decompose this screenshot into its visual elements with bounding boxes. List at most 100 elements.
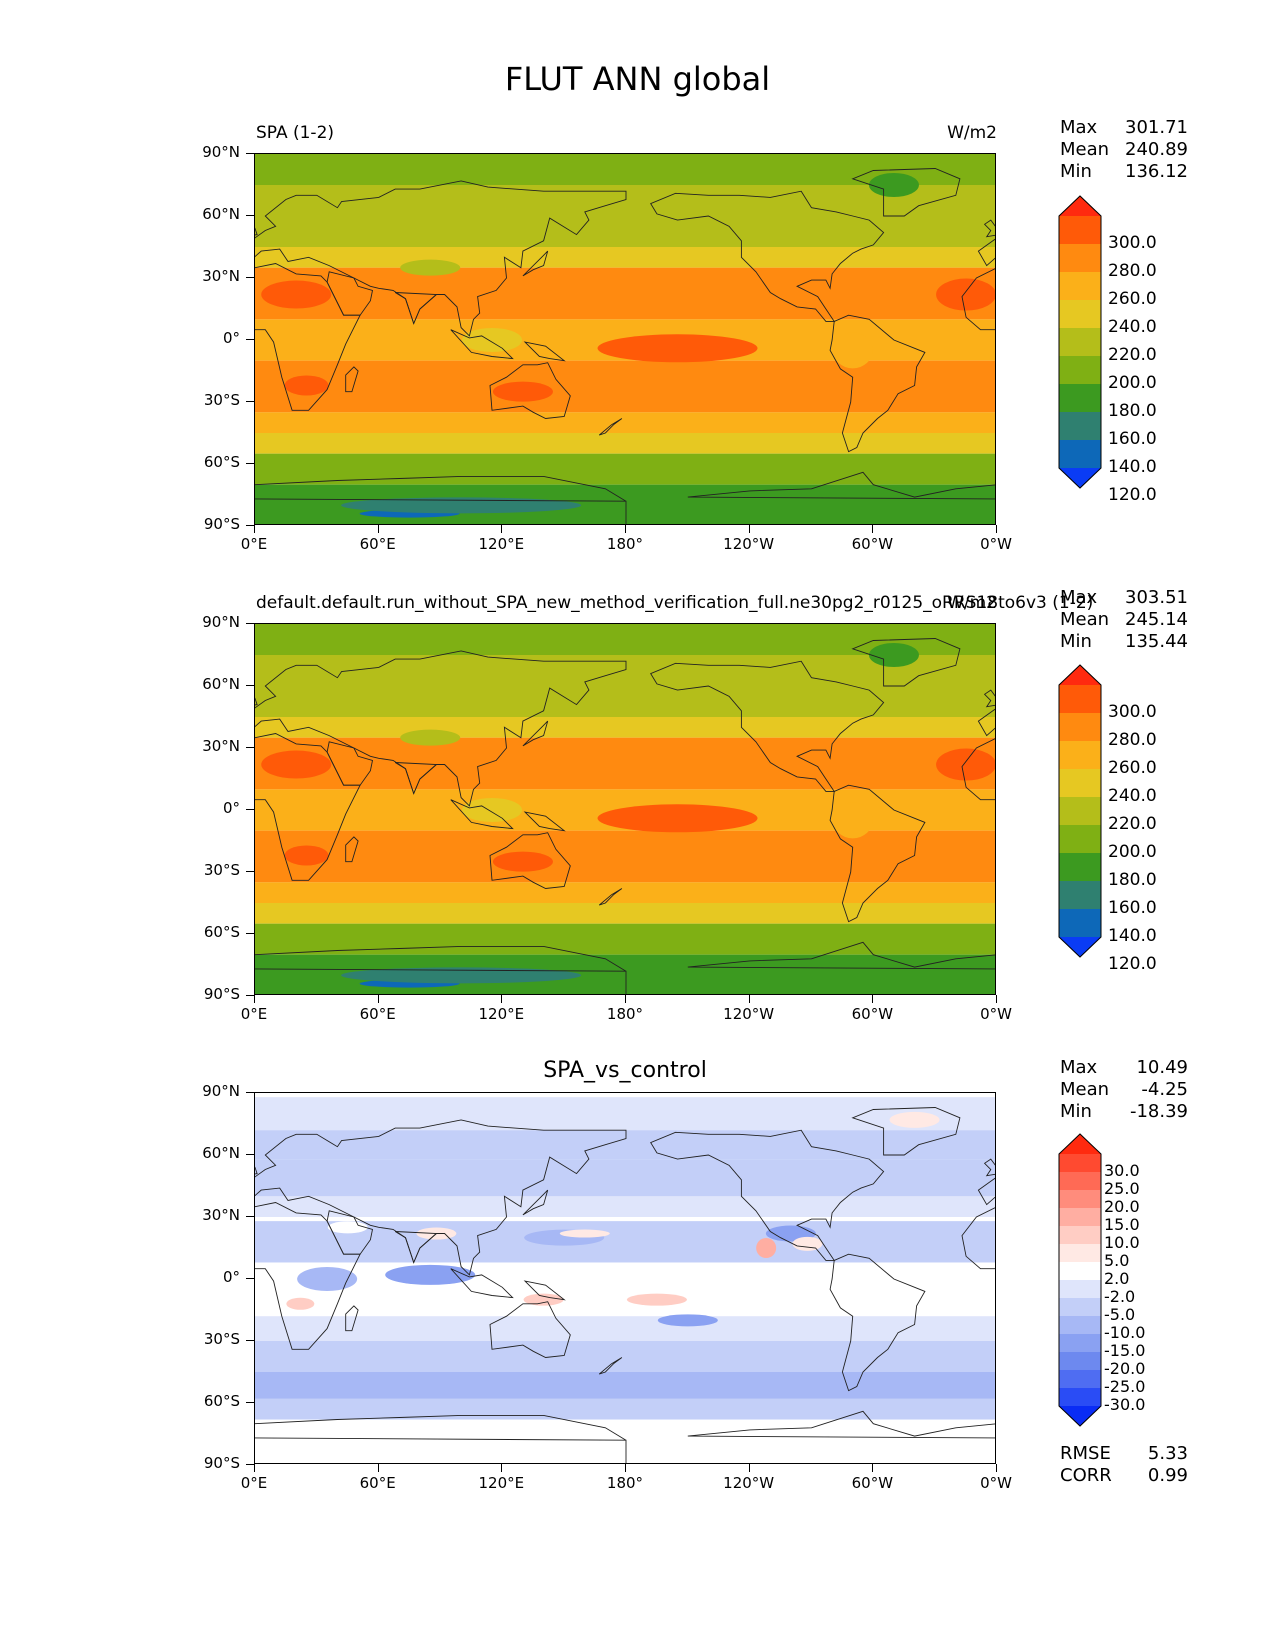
- colorbar-graphic: [1058, 664, 1102, 958]
- panel-diff-title: SPA_vs_control: [543, 1058, 707, 1083]
- coastline: [255, 227, 258, 236]
- colorbar-tick-label: 15.0: [1104, 1215, 1140, 1234]
- lon-tick: [996, 525, 997, 533]
- stat-label: Min: [1060, 1101, 1092, 1122]
- metric-label: CORR: [1060, 1465, 1112, 1486]
- field-feature: [492, 851, 553, 872]
- field-band: [255, 1372, 995, 1399]
- coastline: [255, 263, 361, 411]
- colorbar-segment: [1059, 1352, 1101, 1371]
- stat-value: 135.44: [1125, 631, 1188, 652]
- stat-value: 10.49: [1136, 1057, 1188, 1078]
- stat-value: 240.89: [1125, 139, 1188, 160]
- colorbar-outline: [1058, 1133, 1102, 1427]
- coastline: [829, 314, 926, 453]
- colorbar-segment: [1059, 825, 1101, 854]
- colorbar-segment: [1059, 1388, 1101, 1407]
- lon-tick-label: 60°E: [359, 1474, 396, 1492]
- field-feature: [936, 278, 995, 311]
- lon-tick: [501, 1464, 503, 1472]
- field-band: [255, 1398, 995, 1420]
- coastline: [255, 1202, 361, 1350]
- colorbar-segment: [1059, 1370, 1101, 1389]
- coastline: [687, 941, 995, 970]
- coastline: [598, 418, 623, 436]
- colorbar-tick-label: 10.0: [1104, 1233, 1140, 1252]
- lon-tick-label: 0°W: [980, 1005, 1012, 1023]
- lon-tick: [625, 1464, 626, 1472]
- colorbar-segment: [1059, 440, 1101, 469]
- lat-tick-label: 30°S: [203, 391, 240, 409]
- coastline: [983, 689, 995, 708]
- lat-tick-label: 60°S: [203, 1392, 240, 1410]
- field-feature: [261, 750, 332, 779]
- metric-row: RMSE 5.33: [1060, 1443, 1188, 1465]
- lat-tick-label: 90°S: [203, 985, 240, 1003]
- lon-tick: [254, 995, 255, 1003]
- coastline: [489, 1301, 571, 1358]
- coastline: [255, 475, 627, 524]
- colorbar-segment: [1059, 909, 1101, 938]
- colorbar-tick-label: 160.0: [1108, 898, 1157, 918]
- lon-tick: [625, 995, 626, 1003]
- field-feature: [936, 748, 995, 781]
- lat-tick-label: 0°: [222, 329, 240, 347]
- coastline: [687, 471, 995, 500]
- stat-label: Max: [1060, 1057, 1098, 1078]
- lat-tick: [246, 525, 254, 526]
- stat-value: 303.51: [1125, 587, 1188, 608]
- colorbar-extend-max: [1059, 196, 1101, 216]
- field-feature: [832, 332, 873, 369]
- colorbar-segment: [1059, 1154, 1101, 1173]
- coastline: [394, 1231, 438, 1264]
- coastline: [326, 1210, 374, 1255]
- stat-label: Max: [1060, 587, 1098, 608]
- colorbar-tick-label: 200.0: [1108, 842, 1157, 862]
- colorbar-tick-label: 220.0: [1108, 814, 1157, 834]
- colorbar-tick-label: 240.0: [1108, 317, 1157, 337]
- coastline: [394, 292, 438, 325]
- colorbar-segment: [1059, 853, 1101, 882]
- field-feature: [261, 280, 332, 309]
- stat-row: Mean -4.25: [1060, 1079, 1188, 1101]
- lat-tick-label: 0°: [222, 1268, 240, 1286]
- coastline: [522, 250, 549, 277]
- coastline: [489, 832, 571, 889]
- field-band: [255, 1316, 995, 1341]
- colorbar-segment: [1059, 769, 1101, 798]
- colorbar-segment: [1059, 797, 1101, 826]
- colorbar-tick-label: 260.0: [1108, 289, 1157, 309]
- field-band: [255, 433, 995, 454]
- colorbar-segment: [1059, 244, 1101, 273]
- colorbar-outline: [1058, 664, 1102, 958]
- lat-tick-label: 0°: [222, 799, 240, 817]
- lat-tick: [246, 463, 254, 464]
- lon-tick: [377, 995, 379, 1003]
- colorbar-tick-label: 140.0: [1108, 457, 1157, 477]
- map-ref: [254, 623, 996, 995]
- colorbar-tick-label: 180.0: [1108, 401, 1157, 421]
- lat-tick: [246, 153, 254, 154]
- metric-value: 5.33: [1147, 1443, 1188, 1464]
- colorbar-tick-label: 280.0: [1108, 730, 1157, 750]
- field-feature: [284, 375, 329, 396]
- coastline: [450, 799, 514, 830]
- lat-tick: [246, 1278, 254, 1279]
- colorbar-extend-min: [1059, 1406, 1101, 1426]
- lat-tick: [246, 809, 254, 810]
- colorbar-outline: [1058, 195, 1102, 489]
- colorbar-tick-label: 120.0: [1108, 485, 1157, 505]
- field-feature: [492, 381, 553, 402]
- field-feature: [597, 334, 758, 363]
- stat-label: Min: [1060, 161, 1092, 182]
- colorbar-tick-label: -25.0: [1104, 1377, 1146, 1396]
- coastline: [983, 1158, 995, 1177]
- stat-label: Mean: [1060, 609, 1110, 630]
- field-feature: [626, 1293, 687, 1306]
- field-feature: [400, 259, 461, 276]
- stat-row: Mean 240.89: [1060, 139, 1188, 161]
- lat-tick: [246, 401, 254, 402]
- lon-tick: [748, 525, 750, 533]
- lon-tick: [872, 1464, 874, 1472]
- coastline: [255, 1119, 627, 1276]
